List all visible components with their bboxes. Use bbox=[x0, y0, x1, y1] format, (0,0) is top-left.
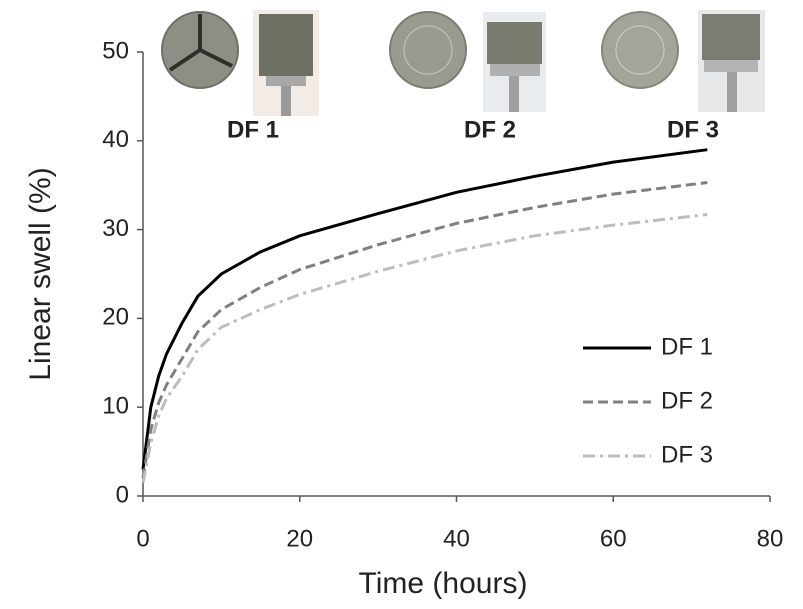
x-tick-label: 0 bbox=[136, 525, 149, 552]
y-tick-label: 0 bbox=[116, 481, 129, 508]
photo-rod bbox=[281, 86, 291, 116]
y-tick-label: 20 bbox=[102, 304, 129, 331]
photo-rod bbox=[727, 72, 737, 112]
y-axis-title: Linear swell (%) bbox=[24, 167, 57, 380]
photo-label: DF 1 bbox=[227, 116, 279, 143]
y-tick-label: 30 bbox=[102, 215, 129, 242]
photo-disc bbox=[602, 12, 678, 88]
legend-label: DF 1 bbox=[661, 333, 713, 360]
y-tick-label: 40 bbox=[102, 126, 129, 153]
x-tick-label: 40 bbox=[443, 525, 470, 552]
photo-rod bbox=[509, 76, 519, 112]
photo-label: DF 2 bbox=[464, 116, 516, 143]
x-axis-title: Time (hours) bbox=[359, 567, 528, 600]
photo-sample bbox=[702, 14, 760, 60]
y-tick-label: 10 bbox=[102, 393, 129, 420]
photo-sample bbox=[487, 22, 542, 64]
photo-base bbox=[704, 60, 758, 72]
photo-disc bbox=[390, 12, 466, 88]
line bbox=[143, 183, 707, 479]
y-tick-label: 50 bbox=[102, 37, 129, 64]
photo-label: DF 3 bbox=[667, 116, 719, 143]
x-tick-label: 60 bbox=[600, 525, 627, 552]
photo-base bbox=[266, 76, 306, 86]
line bbox=[143, 150, 707, 470]
chart: DF 1 DF 2 DF 3 Time (hours) Linear swell… bbox=[0, 0, 803, 609]
x-tick-label: 20 bbox=[286, 525, 313, 552]
photos bbox=[162, 10, 765, 116]
legend-label: DF 2 bbox=[661, 387, 713, 414]
photo-sample bbox=[259, 14, 313, 76]
x-tick-label: 80 bbox=[757, 525, 784, 552]
legend-label: DF 3 bbox=[661, 441, 713, 468]
page: DF 1 DF 2 DF 3 Time (hours) Linear swell… bbox=[0, 0, 803, 609]
photo-base bbox=[490, 64, 540, 76]
